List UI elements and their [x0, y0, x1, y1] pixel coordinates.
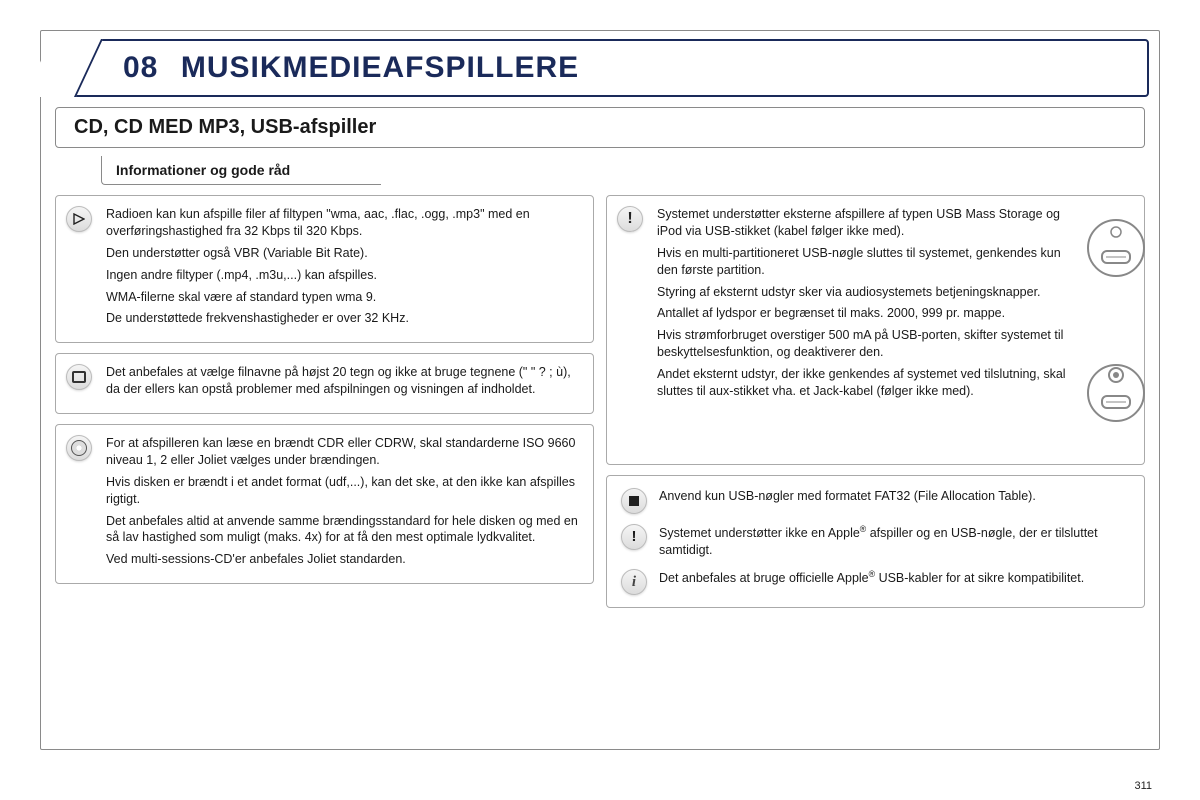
warning-icon: ! — [621, 524, 647, 550]
section-tertiary: Informationer og gode råd — [101, 156, 381, 185]
chapter-number: 08 — [123, 51, 158, 84]
text: Ingen andre filtyper (.mp4, .m3u,...) ka… — [106, 267, 579, 284]
text: Ved multi-sessions-CD'er anbefales Jolie… — [106, 551, 579, 568]
play-icon — [66, 206, 92, 232]
usb-port-illustration — [1086, 206, 1146, 291]
stop-icon — [621, 488, 647, 514]
text: For at afspilleren kan læse en brændt CD… — [106, 435, 579, 469]
aux-port-illustration — [1086, 351, 1146, 436]
info-box-notes: Anvend kun USB-nøgler med formatet FAT32… — [606, 475, 1145, 608]
text: WMA-filerne skal være af standard typen … — [106, 289, 579, 306]
text: Hvis en multi-partitioneret USB-nøgle sl… — [657, 245, 1074, 279]
text: Radioen kan kun afspille filer af filtyp… — [106, 206, 579, 240]
right-column: ! Systemet understøtter eksterne afspill… — [606, 195, 1145, 608]
warning-icon: ! — [617, 206, 643, 232]
text: Anvend kun USB-nøgler med formatet FAT32… — [659, 488, 1036, 505]
disc-icon — [66, 435, 92, 461]
note-apple-simul: ! Systemet understøtter ikke en Apple® a… — [621, 524, 1130, 559]
text: Systemet understøtter ikke en Apple® afs… — [659, 524, 1130, 559]
text: Det anbefales at bruge officielle Apple®… — [659, 569, 1084, 587]
chapter-title: MUSIKMEDIEAFSPILLERE — [181, 51, 579, 84]
text: Andet eksternt udstyr, der ikke genkende… — [657, 366, 1074, 400]
page-number: 311 — [1134, 780, 1152, 792]
info-box-filenames: Det anbefales at vælge filnavne på højst… — [55, 353, 594, 414]
text: Hvis strømforbruget overstiger 500 mA på… — [657, 327, 1074, 361]
text: Hvis disken er brændt i et andet format … — [106, 474, 579, 508]
text: Det anbefales altid at anvende samme bræ… — [106, 513, 579, 547]
content-columns: Radioen kan kun afspille filer af filtyp… — [55, 195, 1145, 608]
info-box-usb: ! Systemet understøtter eksterne afspill… — [606, 195, 1145, 465]
text: Styring af eksternt udstyr sker via audi… — [657, 284, 1074, 301]
left-column: Radioen kan kun afspille filer af filtyp… — [55, 195, 594, 608]
section-subheader: CD, CD MED MP3, USB-afspiller — [55, 107, 1145, 148]
text: Den understøtter også VBR (Variable Bit … — [106, 245, 579, 262]
text: Systemet understøtter eksterne afspiller… — [657, 206, 1074, 240]
chapter-header: 08 MUSIKMEDIEAFSPILLERE — [51, 39, 1149, 97]
page-frame: 08 MUSIKMEDIEAFSPILLERE CD, CD MED MP3, … — [40, 30, 1160, 750]
info-icon: i — [621, 569, 647, 595]
text: De understøttede frekvenshastigheder er … — [106, 310, 579, 327]
info-box-cdr: For at afspilleren kan læse en brændt CD… — [55, 424, 594, 584]
note-fat32: Anvend kun USB-nøgler med formatet FAT32… — [621, 488, 1130, 514]
text: Antallet af lydspor er begrænset til mak… — [657, 305, 1074, 322]
note-apple-cable: i Det anbefales at bruge officielle Appl… — [621, 569, 1130, 595]
info-box-filetypes: Radioen kan kun afspille filer af filtyp… — [55, 195, 594, 343]
screen-icon — [66, 364, 92, 390]
text: Det anbefales at vælge filnavne på højst… — [106, 364, 579, 398]
